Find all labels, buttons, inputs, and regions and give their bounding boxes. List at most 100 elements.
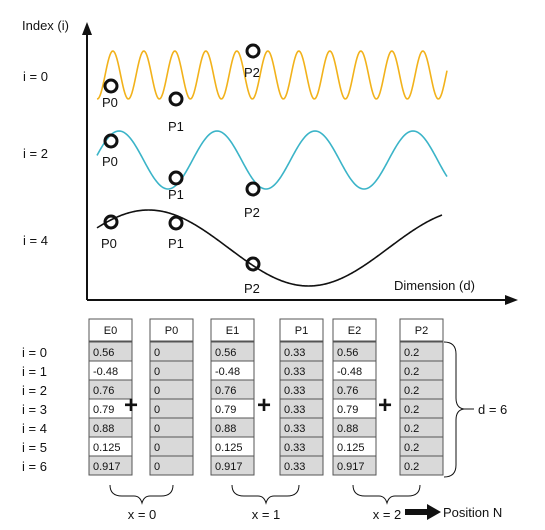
table-cell-value-p1-2: 0.33 bbox=[284, 385, 305, 397]
x-axis-arrow-icon bbox=[505, 295, 518, 305]
marker-i0-p1 bbox=[168, 91, 184, 107]
table-cell-value-p1-6: 0.33 bbox=[284, 461, 305, 473]
table-cell-value-e2-6: 0.917 bbox=[337, 461, 365, 473]
table-cell-value-e1-6: 0.917 bbox=[215, 461, 243, 473]
table-header-label-e1: E1 bbox=[226, 325, 239, 337]
table-header-label-p0: P0 bbox=[165, 325, 178, 337]
position-arrow-icon bbox=[405, 504, 441, 520]
table-cell-value-e0-0: 0.56 bbox=[93, 347, 114, 359]
position-label: Position N bbox=[443, 505, 502, 520]
table-cell-value-p0-4: 0 bbox=[154, 423, 160, 435]
table-cell-value-p2-2: 0.2 bbox=[404, 385, 419, 397]
plus-icon-3: + bbox=[378, 392, 392, 419]
table-cell-value-e2-2: 0.76 bbox=[337, 385, 358, 397]
table-row-label-5: i = 5 bbox=[22, 440, 47, 455]
row-label-i2: i = 2 bbox=[23, 146, 48, 161]
table-cell-value-e1-0: 0.56 bbox=[215, 347, 236, 359]
y-axis-label: Index (i) bbox=[22, 18, 69, 33]
table-header-label-p1: P1 bbox=[295, 325, 308, 337]
marker-i4-p0 bbox=[103, 214, 119, 230]
marker-i4-p2 bbox=[245, 256, 261, 272]
table-cell-value-p1-3: 0.33 bbox=[284, 404, 305, 416]
table-cell-value-e0-6: 0.917 bbox=[93, 461, 121, 473]
marker-i2-p2 bbox=[245, 181, 261, 197]
marker-i2-p1 bbox=[168, 170, 184, 186]
table-cell-value-p2-0: 0.2 bbox=[404, 347, 419, 359]
table-cell-value-p1-1: 0.33 bbox=[284, 366, 305, 378]
table-cell-value-e2-3: 0.79 bbox=[337, 404, 358, 416]
table-cell-value-e2-5: 0.125 bbox=[337, 442, 365, 454]
group-label-x2: x = 2 bbox=[373, 507, 402, 522]
point-label-i4-p2: P2 bbox=[244, 281, 260, 296]
dimension-label: d = 6 bbox=[478, 402, 507, 417]
table-cell-value-e0-1: -0.48 bbox=[93, 366, 118, 378]
table-cell-value-e2-4: 0.88 bbox=[337, 423, 358, 435]
group-brace-x1 bbox=[231, 484, 300, 505]
group-label-x1: x = 1 bbox=[252, 507, 281, 522]
table-row-label-4: i = 4 bbox=[22, 421, 47, 436]
dimension-brace bbox=[443, 341, 465, 478]
table-header-e2 bbox=[332, 318, 377, 342]
point-label-i2-p2: P2 bbox=[244, 205, 260, 220]
row-label-i0: i = 0 bbox=[23, 69, 48, 84]
table-cell-value-e1-4: 0.88 bbox=[215, 423, 236, 435]
table-cell-value-e2-0: 0.56 bbox=[337, 347, 358, 359]
table-header-label-e0: E0 bbox=[104, 325, 117, 337]
table-cell-value-p2-4: 0.2 bbox=[404, 423, 419, 435]
sinusoid-plot: Index (i) Dimension (d) i = 0 i = 2 i = … bbox=[22, 18, 518, 305]
table-header-e0 bbox=[88, 318, 133, 342]
table-cell-value-e0-2: 0.76 bbox=[93, 385, 114, 397]
table-cell-value-p1-5: 0.33 bbox=[284, 442, 305, 454]
table-cell-value-p0-2: 0 bbox=[154, 385, 160, 397]
y-axis-arrow-icon bbox=[82, 22, 92, 35]
table-cell-value-e1-2: 0.76 bbox=[215, 385, 236, 397]
encoding-table: i = 0 i = 1 i = 2 i = 3 i = 4 i = 5 i = … bbox=[22, 318, 444, 476]
table-header-label-p2: P2 bbox=[415, 325, 428, 337]
x-axis-label: Dimension (d) bbox=[394, 278, 475, 293]
table-cell-value-e1-1: -0.48 bbox=[215, 366, 240, 378]
wave-i0 bbox=[96, 50, 448, 100]
point-label-i2-p0: P0 bbox=[102, 154, 118, 169]
row-label-i4: i = 4 bbox=[23, 233, 48, 248]
table-cell-value-p1-4: 0.33 bbox=[284, 423, 305, 435]
point-label-i4-p0: P0 bbox=[101, 236, 117, 251]
table-header-p1 bbox=[279, 318, 324, 342]
point-label-i4-p1: P1 bbox=[168, 236, 184, 251]
table-cell-value-p2-3: 0.2 bbox=[404, 404, 419, 416]
table-cell-value-p2-6: 0.2 bbox=[404, 461, 419, 473]
marker-i2-p0 bbox=[103, 133, 119, 149]
table-cell-e2-6 bbox=[332, 455, 377, 476]
marker-i4-p1 bbox=[168, 215, 184, 231]
table-header-e1 bbox=[210, 318, 255, 342]
plus-icon-2: + bbox=[257, 392, 271, 419]
table-header-p2 bbox=[399, 318, 444, 342]
point-label-i0-p1: P1 bbox=[168, 119, 184, 134]
plus-icon-1: + bbox=[124, 392, 138, 419]
table-cell-value-e0-5: 0.125 bbox=[93, 442, 121, 454]
marker-i0-p2 bbox=[245, 43, 261, 59]
table-row-label-1: i = 1 bbox=[22, 364, 47, 379]
table-cell-value-e0-3: 0.79 bbox=[93, 404, 114, 416]
marker-i0-p0 bbox=[103, 78, 119, 94]
table-cell-value-e2-1: -0.48 bbox=[337, 366, 362, 378]
table-cell-e1-6 bbox=[210, 455, 255, 476]
table-cell-value-p0-3: 0 bbox=[154, 404, 160, 416]
wave-i4 bbox=[96, 209, 443, 287]
table-header-p0 bbox=[149, 318, 194, 342]
table-cell-p2-6 bbox=[399, 455, 444, 476]
table-cell-value-e0-4: 0.88 bbox=[93, 423, 114, 435]
table-cell-value-p0-5: 0 bbox=[154, 442, 160, 454]
table-row-label-0: i = 0 bbox=[22, 345, 47, 360]
table-cell-value-p0-0: 0 bbox=[154, 347, 160, 359]
point-label-i0-p2: P2 bbox=[244, 65, 260, 80]
table-cell-p0-6 bbox=[149, 455, 194, 476]
group-brace-x0 bbox=[109, 484, 174, 505]
table-cell-value-p1-0: 0.33 bbox=[284, 347, 305, 359]
table-cell-value-e1-5: 0.125 bbox=[215, 442, 243, 454]
table-cell-value-p2-1: 0.2 bbox=[404, 366, 419, 378]
wave-i2 bbox=[96, 130, 448, 190]
group-brace-x2 bbox=[352, 484, 421, 505]
group-label-x0: x = 0 bbox=[128, 507, 157, 522]
table-cell-p1-6 bbox=[279, 455, 324, 476]
